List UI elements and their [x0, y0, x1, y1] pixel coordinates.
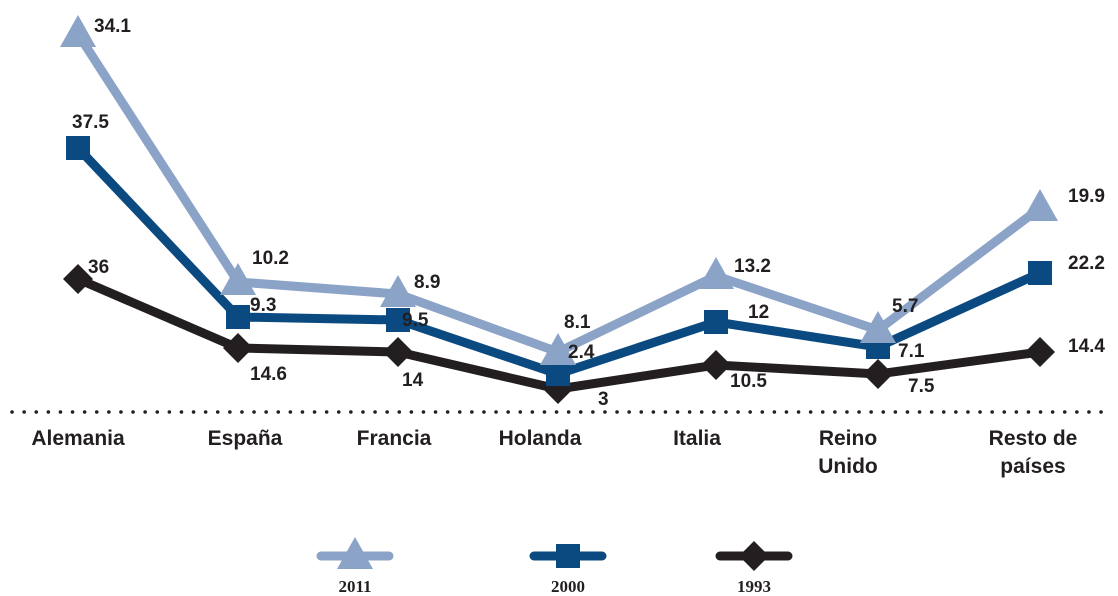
data-label-2011-5: 5.7 — [892, 296, 918, 317]
legend-marker-1993 — [739, 541, 769, 571]
data-label-2000-4: 12 — [748, 302, 769, 323]
category-label-2: Francia — [357, 427, 432, 450]
data-label-2000-5: 7.1 — [898, 341, 925, 362]
data-label-2000-1: 9.3 — [250, 295, 276, 316]
data-label-2000-0: 37.5 — [72, 112, 109, 133]
legend-label-2000: 2000 — [551, 577, 585, 596]
marker-1993-1 — [223, 333, 253, 363]
data-label-2011-6: 19.9 — [1068, 186, 1105, 207]
marker-1993-0 — [63, 264, 93, 294]
marker-1993-5 — [863, 359, 893, 389]
marker-2011-1 — [220, 263, 256, 295]
data-label-1993-2: 14 — [402, 370, 424, 391]
marker-2011-5 — [860, 311, 896, 343]
category-label-4: Italia — [673, 427, 721, 450]
category-labels: Alemania España Francia Holanda Italia Reino U… — [31, 427, 1077, 478]
data-labels: 36 14.6 14 3 10.5 7.5 14.4 37.5 9.3 9.5 2.4 12 7.1 22… — [72, 16, 1105, 410]
marker-2000-1 — [226, 305, 250, 329]
marker-1993-6 — [1025, 337, 1055, 367]
data-label-1993-6: 14.4 — [1068, 336, 1105, 357]
marker-1993-4 — [701, 350, 731, 380]
data-label-1993-3: 3 — [598, 389, 609, 410]
data-label-1993-5: 7.5 — [908, 376, 935, 397]
legend-marker-2000 — [556, 544, 580, 568]
marker-2011-3 — [540, 333, 576, 365]
data-label-2011-3: 8.1 — [564, 312, 591, 333]
marker-2011-0 — [60, 15, 96, 47]
marker-2000-3 — [546, 362, 570, 386]
series-markers — [60, 15, 1058, 404]
data-label-2000-2: 9.5 — [402, 310, 429, 331]
data-label-2000-6: 22.2 — [1068, 253, 1105, 274]
category-label-1: España — [208, 427, 283, 450]
data-label-1993-1: 14.6 — [250, 364, 287, 385]
data-label-1993-0: 36 — [88, 257, 109, 278]
legend-marker-2011 — [337, 537, 373, 569]
marker-2000-0 — [66, 136, 90, 160]
marker-2011-6 — [1022, 189, 1058, 221]
data-label-2011-4: 13.2 — [734, 256, 771, 277]
marker-2000-2 — [386, 308, 410, 332]
marker-1993-2 — [383, 337, 413, 367]
marker-2011-4 — [698, 257, 734, 289]
data-label-2011-0: 34.1 — [94, 16, 131, 37]
category-label-3: Holanda — [499, 427, 582, 450]
data-label-2000-3: 2.4 — [568, 342, 595, 363]
marker-2000-6 — [1028, 261, 1052, 285]
category-label-0: Alemania — [31, 427, 125, 450]
data-label-2011-2: 8.9 — [414, 272, 440, 293]
data-label-1993-4: 10.5 — [730, 371, 767, 392]
legend-label-2011: 2011 — [338, 577, 371, 596]
data-label-2011-1: 10.2 — [252, 248, 289, 269]
legend-label-1993: 1993 — [737, 577, 771, 596]
marker-2011-2 — [380, 275, 416, 307]
category-label-6: Resto de países — [989, 427, 1078, 478]
legend: 2011 2000 1993 — [316, 537, 793, 596]
marker-2000-4 — [704, 310, 728, 334]
category-label-5: Reino Unido — [818, 427, 877, 478]
